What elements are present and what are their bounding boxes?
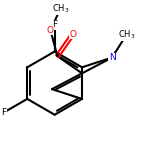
Text: N: N bbox=[109, 53, 116, 62]
Text: F: F bbox=[1, 108, 7, 117]
Text: CH$_3$: CH$_3$ bbox=[52, 2, 69, 15]
Text: F: F bbox=[52, 20, 57, 29]
Text: O: O bbox=[69, 30, 76, 39]
Text: CH$_3$: CH$_3$ bbox=[118, 29, 135, 41]
Text: O: O bbox=[47, 26, 54, 35]
